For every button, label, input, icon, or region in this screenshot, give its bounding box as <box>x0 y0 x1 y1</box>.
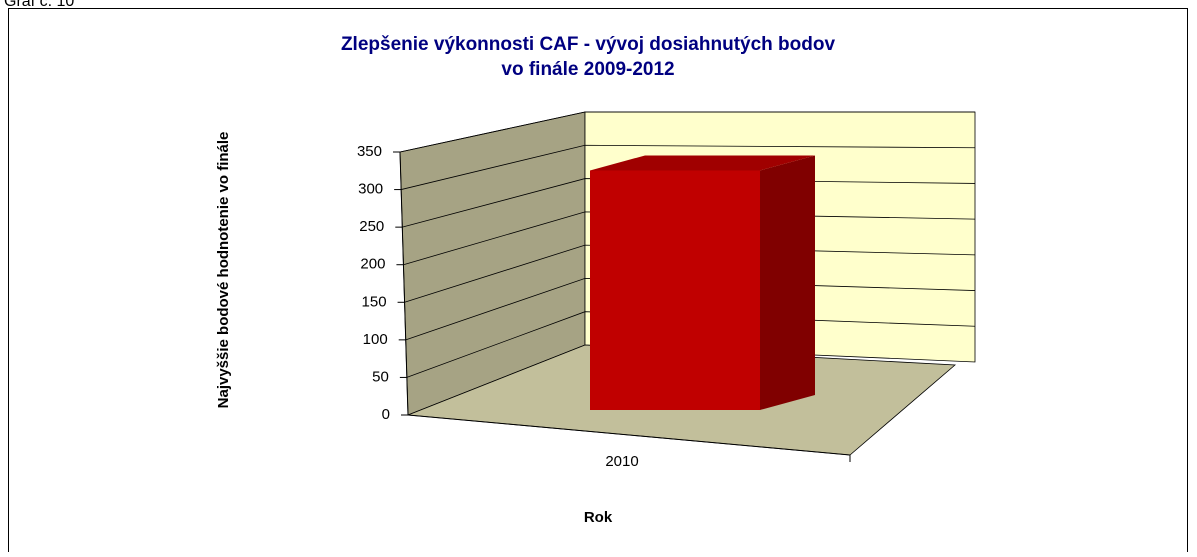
y-axis-label: Najvyššie bodové hodnotenie vo finále <box>215 132 232 409</box>
bar <box>590 170 760 410</box>
y-tick-label: 300 <box>358 181 383 198</box>
y-tick-label: 200 <box>360 256 385 273</box>
grid-line <box>401 144 976 190</box>
grid-line <box>405 278 976 341</box>
y-tick-label: 100 <box>363 331 388 348</box>
bar-side <box>760 155 815 410</box>
grid-line <box>399 111 975 153</box>
bar-top <box>590 155 815 171</box>
y-axis <box>399 151 409 416</box>
grid-line <box>403 211 976 266</box>
grid-line <box>402 178 976 228</box>
grid-line <box>406 311 976 378</box>
x-axis-label: Rok <box>584 509 613 526</box>
x-axis <box>407 414 851 456</box>
chart-title: vo finále 2009-2012 <box>501 59 674 80</box>
y-tick-label: 350 <box>357 143 382 160</box>
y-tick-label: 50 <box>372 368 389 385</box>
y-tick-label: 0 <box>382 406 390 423</box>
y-tick-label: 250 <box>359 218 384 235</box>
x-tick-label: 2010 <box>605 453 638 470</box>
caption: Graf č. 10 <box>4 0 74 10</box>
grid-line <box>404 244 976 303</box>
chart-title: Zlepšenie výkonnosti CAF - vývoj dosiahn… <box>341 34 836 55</box>
y-tick-label: 150 <box>362 293 387 310</box>
